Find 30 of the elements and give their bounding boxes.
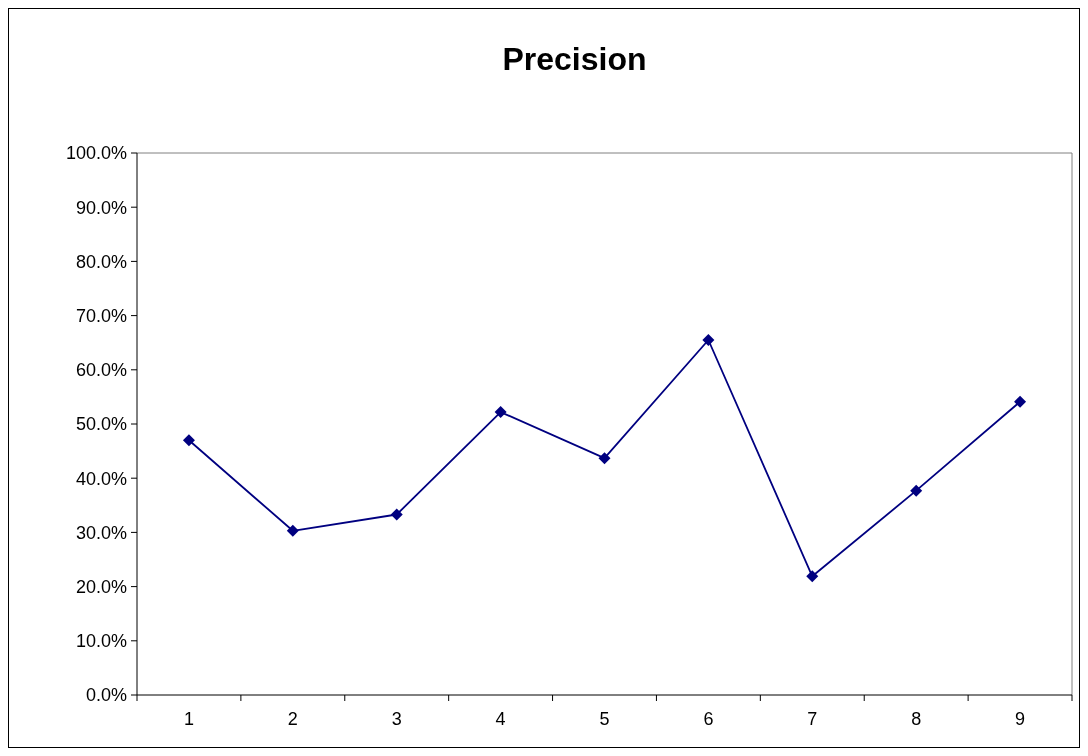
point [1014,395,1027,408]
y-tick-label: 0.0% [85,685,127,706]
point [598,452,611,465]
point [286,524,299,537]
x-tick-label: 2 [287,709,298,729]
x-tick-label: 4 [495,709,506,729]
y-tick-label: 50.0% [75,414,127,435]
y-tick-label: 10.0% [75,631,127,652]
point [390,508,403,521]
point [494,406,507,419]
point [806,570,819,583]
chart-title: Precision [502,41,647,77]
y-tick-label: 40.0% [75,468,127,489]
point [910,484,923,497]
y-tick-label: 100.0% [65,143,127,164]
x-tick-label: 8 [911,709,922,729]
x-tick-label: 6 [703,709,714,729]
x-tick-label: 3 [391,709,402,729]
x-tick-label: 1 [183,709,194,729]
y-tick-label: 30.0% [75,522,127,543]
y-tick-label: 70.0% [75,305,127,326]
y-tick-label: 20.0% [75,576,127,597]
y-tick-label: 60.0% [75,360,127,381]
y-tick-label: 90.0% [75,197,127,218]
x-tick-label: 7 [807,709,818,729]
x-tick-label: 5 [599,709,610,729]
y-tick-label: 80.0% [75,251,127,272]
point [182,434,195,447]
x-tick-label: 9 [1015,709,1026,729]
point [702,333,715,346]
